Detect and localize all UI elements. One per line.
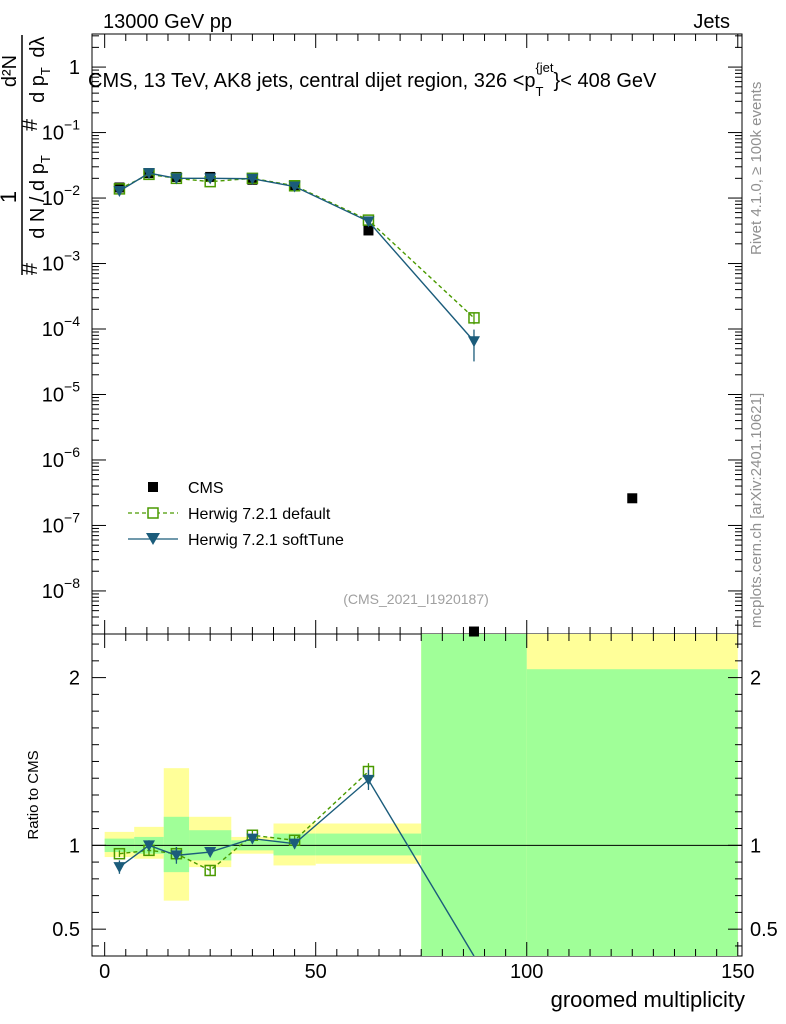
mc-series-line [119, 173, 475, 319]
y-tick-base: 10 [42, 581, 64, 603]
cms-data-point [468, 626, 479, 637]
x-tick-label: 150 [721, 961, 754, 983]
mc-point [170, 173, 183, 185]
mc-point [142, 168, 155, 180]
y-tick-label: 1 [69, 57, 80, 79]
chart-title-tail: }< 408 GeV [554, 70, 658, 92]
ratio-y-tick-label: 1 [69, 835, 80, 857]
y-tick-exp: −5 [64, 378, 80, 394]
x-tick-label: 0 [99, 961, 110, 983]
main-ylabel: # d N / d pT 1 # d pT dλ d²N [0, 35, 53, 275]
ratio-y-tick-label: 2 [69, 668, 80, 690]
y-tick-base: 10 [42, 450, 64, 472]
y-tick-exp: −1 [64, 117, 80, 133]
legend-marker-cms [148, 482, 158, 492]
y-tick-label: 10−1 [42, 117, 80, 145]
chart-title-main: CMS, 13 TeV, AK8 jets, central dijet reg… [88, 70, 536, 92]
chart-title: CMS, 13 TeV, AK8 jets, central dijet reg… [88, 60, 657, 99]
ratio-stat-band [421, 634, 527, 956]
y-tick-label: 10−4 [42, 313, 80, 341]
ratio-series-line [119, 778, 475, 957]
ratio-point [246, 833, 259, 845]
legend-marker-softtune [146, 533, 160, 545]
ratio-point [204, 847, 217, 859]
ratio-point [288, 838, 301, 850]
ylabel-den-main: d N / d p [27, 163, 49, 239]
y-tick-exp: −7 [64, 509, 80, 525]
mc-point [468, 312, 480, 324]
analysis-id: (CMS_2021_I1920187) [343, 591, 489, 607]
y-tick-label: 10−8 [42, 575, 80, 603]
ratio-point [362, 774, 375, 786]
y-tick-label: 10−2 [42, 182, 80, 210]
ratio-y-tick-label: 0.5 [52, 919, 80, 941]
ylabel-hash: # [17, 262, 42, 275]
legend: CMS Herwig 7.2.1 default Herwig 7.2.1 so… [128, 480, 344, 549]
ylabel-d2n: d²N [0, 55, 21, 87]
y-tick-label: 10−6 [42, 444, 80, 472]
chart-title-sup: {jet [535, 60, 553, 75]
header-tag: Jets [693, 11, 730, 33]
y-tick-base: 10 [42, 123, 64, 145]
ratio-y-tick-label-right: 2 [750, 668, 761, 690]
y-tick-exp: −2 [64, 182, 80, 198]
mc-point [288, 181, 301, 193]
mc-point [246, 173, 259, 185]
legend-marker-default [147, 507, 159, 519]
ylabel-den-sub: T [38, 155, 53, 163]
x-tick-label: 100 [510, 961, 543, 983]
ratio-stat-band [526, 669, 738, 956]
ratio-point [204, 864, 216, 877]
ratio-stat-band [163, 816, 190, 873]
ylabel-pt2-main: d p [27, 75, 49, 103]
ratio-y-tick-label-right: 0.5 [750, 919, 778, 941]
ratio-stat-band [315, 833, 422, 856]
y-tick-exp: −4 [64, 313, 80, 329]
rivet-version: Rivet 4.1.0, ≥ 100k events [748, 82, 765, 255]
mc-point [362, 216, 375, 228]
legend-label-default: Herwig 7.2.1 default [188, 506, 331, 523]
mc-series-line [119, 172, 475, 342]
ratio-point [170, 850, 183, 862]
ylabel-den: d N / d pT [27, 155, 53, 239]
ylabel-dlambda: dλ [27, 36, 49, 57]
y-tick-exp: −3 [64, 248, 80, 264]
y-tick-base: 10 [42, 515, 64, 537]
cms-data-point [363, 225, 374, 236]
y-tick-label: 10−5 [42, 378, 80, 406]
chart-title-sub: T [536, 84, 544, 99]
x-tick-label: 50 [305, 961, 327, 983]
y-tick-label: 10−3 [42, 248, 80, 276]
y-tick-base: 10 [42, 188, 64, 210]
legend-label-softtune: Herwig 7.2.1 softTune [188, 532, 344, 549]
y-tick-base: 10 [42, 319, 64, 341]
y-tick-exp: −6 [64, 444, 80, 460]
xlabel: groomed multiplicity [551, 987, 745, 1012]
ylabel-one: 1 [0, 191, 21, 203]
ylabel-pt2: d pT [27, 67, 53, 103]
y-tick-base: 10 [42, 254, 64, 276]
ylabel-hash2: # [17, 118, 42, 131]
header-energy: 13000 GeV pp [103, 11, 232, 33]
y-tick-base: 10 [42, 384, 64, 406]
y-tick-exp: −8 [64, 575, 80, 591]
mc-point [467, 336, 480, 348]
ylabel-pt2-sub: T [38, 67, 53, 75]
ratio-point [113, 862, 126, 874]
legend-label-cms: CMS [188, 480, 224, 497]
y-tick-label: 10−7 [42, 509, 80, 537]
cms-data-point [627, 493, 638, 504]
mc-point [113, 186, 126, 198]
ratio-y-tick-label-right: 1 [750, 835, 761, 857]
mc-point [204, 173, 217, 185]
mcplots-credit: mcplots.cern.ch [arXiv:2401.10621] [748, 393, 765, 628]
ratio-point [113, 847, 126, 860]
ratio-point [142, 840, 155, 852]
ratio-ylabel: Ratio to CMS [25, 750, 42, 839]
